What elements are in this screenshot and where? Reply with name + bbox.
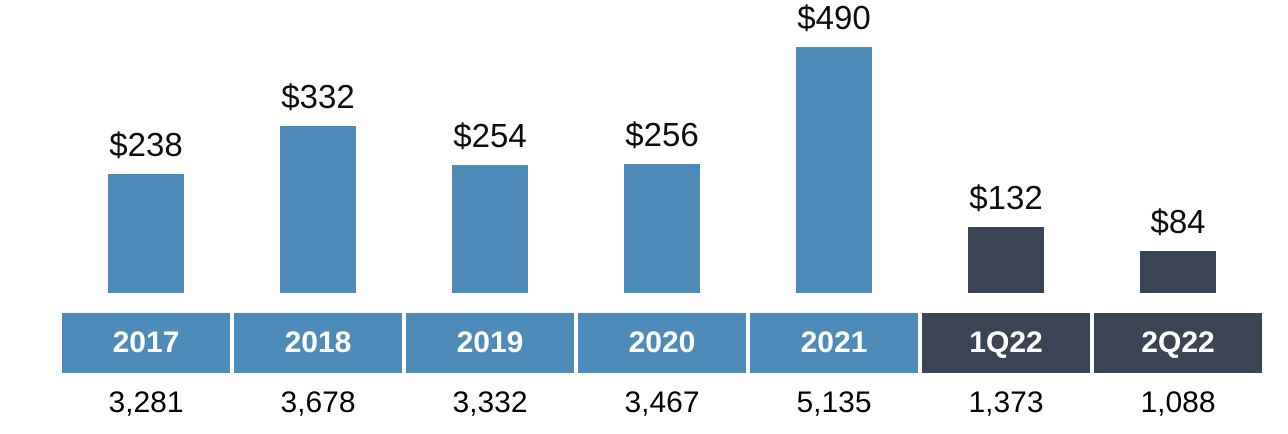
category-band-cell: 2Q22 xyxy=(1094,313,1262,373)
chart-columns: $238 2017 3,281 $332 2018 3,678 $254 2019 3,332 $… xyxy=(62,0,1262,420)
total-label: 1,373 xyxy=(968,386,1044,419)
category-band-cell: 2021 xyxy=(750,313,918,373)
total-label: 3,281 xyxy=(108,386,184,419)
plot-area: $490 xyxy=(750,0,918,293)
bar-value-label: $490 xyxy=(797,0,871,37)
category-band-cell: 2018 xyxy=(234,313,402,373)
bar-value-label: $254 xyxy=(453,117,527,155)
bar-value-label: $332 xyxy=(281,78,355,116)
plot-area: $238 xyxy=(62,0,230,293)
chart-column: $254 2019 3,332 xyxy=(406,0,574,420)
plot-area: $84 xyxy=(1094,0,1262,293)
bar-2Q22 xyxy=(1140,251,1216,293)
chart-column: $332 2018 3,678 xyxy=(234,0,402,420)
bar-value-label: $132 xyxy=(969,179,1043,217)
category-label: 2Q22 xyxy=(1141,326,1215,359)
category-band-cell: 2020 xyxy=(578,313,746,373)
category-band-cell: 2019 xyxy=(406,313,574,373)
category-band-cell: 2017 xyxy=(62,313,230,373)
category-label: 1Q22 xyxy=(969,326,1043,359)
total-label: 5,135 xyxy=(796,386,872,419)
plot-area: $132 xyxy=(922,0,1090,293)
bar-2018 xyxy=(280,126,356,293)
chart-column: $256 2020 3,467 xyxy=(578,0,746,420)
plot-area: $254 xyxy=(406,0,574,293)
plot-area: $256 xyxy=(578,0,746,293)
bar-2017 xyxy=(108,174,184,293)
bar-2021 xyxy=(796,47,872,293)
total-label: 3,678 xyxy=(280,386,356,419)
category-label: 2021 xyxy=(800,326,868,359)
bar-2020 xyxy=(624,164,700,293)
bar-value-label: $256 xyxy=(625,116,699,154)
chart-column: $132 1Q22 1,373 xyxy=(922,0,1090,420)
plot-area: $332 xyxy=(234,0,402,293)
category-label: 2017 xyxy=(112,326,180,359)
bar-value-label: $84 xyxy=(1150,203,1206,241)
chart-column: $84 2Q22 1,088 xyxy=(1094,0,1262,420)
category-band-cell: 1Q22 xyxy=(922,313,1090,373)
bar-2019 xyxy=(452,165,528,293)
total-label: 3,467 xyxy=(624,386,700,419)
bar-1Q22 xyxy=(968,227,1044,293)
category-label: 2020 xyxy=(628,326,696,359)
total-label: 1,088 xyxy=(1140,386,1216,419)
chart-column: $238 2017 3,281 xyxy=(62,0,230,420)
total-label: 3,332 xyxy=(452,386,528,419)
category-label: 2019 xyxy=(456,326,524,359)
bar-value-label: $238 xyxy=(109,126,183,164)
chart-column: $490 2021 5,135 xyxy=(750,0,918,420)
category-label: 2018 xyxy=(284,326,352,359)
